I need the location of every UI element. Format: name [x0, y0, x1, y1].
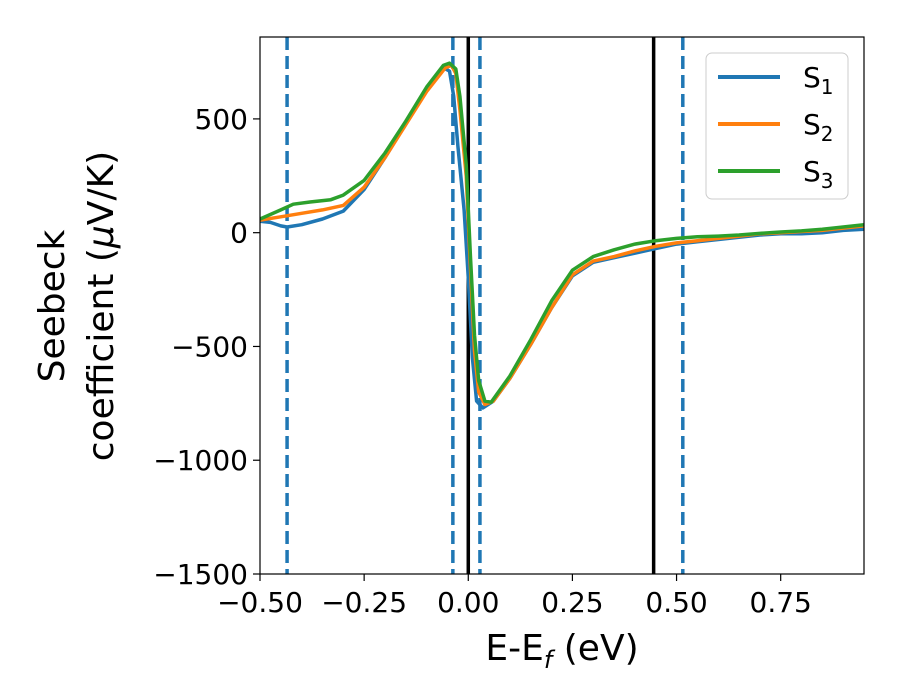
- plot-frame: [259, 36, 865, 575]
- y-tick-label: 0: [230, 217, 248, 250]
- x-tick-label: 0.50: [645, 586, 707, 619]
- legend-label-S3: S3: [803, 155, 834, 193]
- y-tick-label: −1500: [153, 558, 248, 591]
- x-tick-label: 0.25: [541, 586, 603, 619]
- reference-lines: [285, 37, 685, 574]
- x-tick-label: 0.75: [750, 586, 812, 619]
- x-axis-ticks: −0.50 −0.25 0.00 0.25 0.50 0.75: [217, 574, 812, 619]
- y-tick-label: −1000: [153, 444, 248, 477]
- y-axis-title-line1: Seebeck: [32, 229, 73, 382]
- series-lines: [260, 61, 864, 410]
- x-tick-label: 0.00: [437, 586, 499, 619]
- y-tick-label: 500: [195, 103, 248, 136]
- legend: S1 S2 S3: [705, 52, 849, 200]
- y-tick-label: −500: [171, 330, 248, 363]
- x-tick-label: −0.25: [321, 586, 407, 619]
- x-axis-title: E-Ef (eV): [485, 628, 638, 674]
- legend-label-S2: S2: [803, 108, 834, 146]
- x-tick-label: −0.50: [217, 586, 303, 619]
- y-axis-title-line2: coefficient (μV/K): [81, 151, 122, 461]
- series-line-S3: [260, 61, 864, 404]
- y-axis-ticks: −1500 −1000 −500 0 500: [153, 103, 260, 591]
- legend-label-S1: S1: [803, 61, 834, 99]
